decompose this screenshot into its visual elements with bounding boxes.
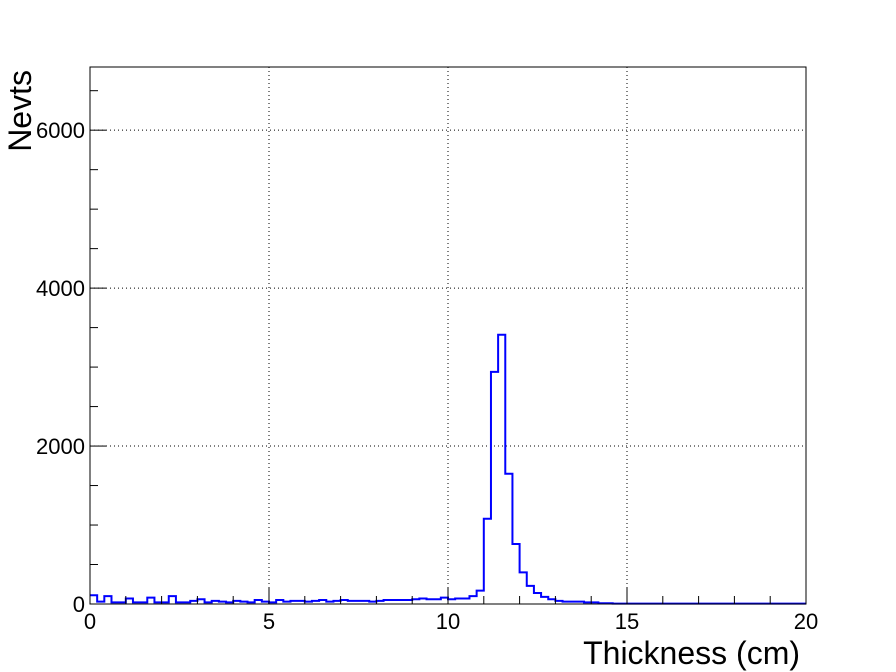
axis-ticks bbox=[89, 90, 807, 605]
x-tick-label: 0 bbox=[84, 609, 96, 634]
y-tick-label: 0 bbox=[73, 592, 85, 617]
x-tick-label: 15 bbox=[615, 609, 639, 634]
y-tick-label: 6000 bbox=[36, 118, 85, 143]
x-tick-label: 20 bbox=[794, 609, 818, 634]
y-tick-label: 4000 bbox=[36, 276, 85, 301]
y-axis-title: Nevts bbox=[2, 70, 38, 152]
x-axis-title: Thickness (cm) bbox=[583, 635, 800, 671]
y-tick-label: 2000 bbox=[36, 434, 85, 459]
x-tick-label: 5 bbox=[263, 609, 275, 634]
grid-lines bbox=[90, 67, 806, 604]
tick-labels: 0 5 10 15 20 0 2000 4000 6000 bbox=[36, 118, 818, 634]
x-tick-label: 10 bbox=[436, 609, 460, 634]
